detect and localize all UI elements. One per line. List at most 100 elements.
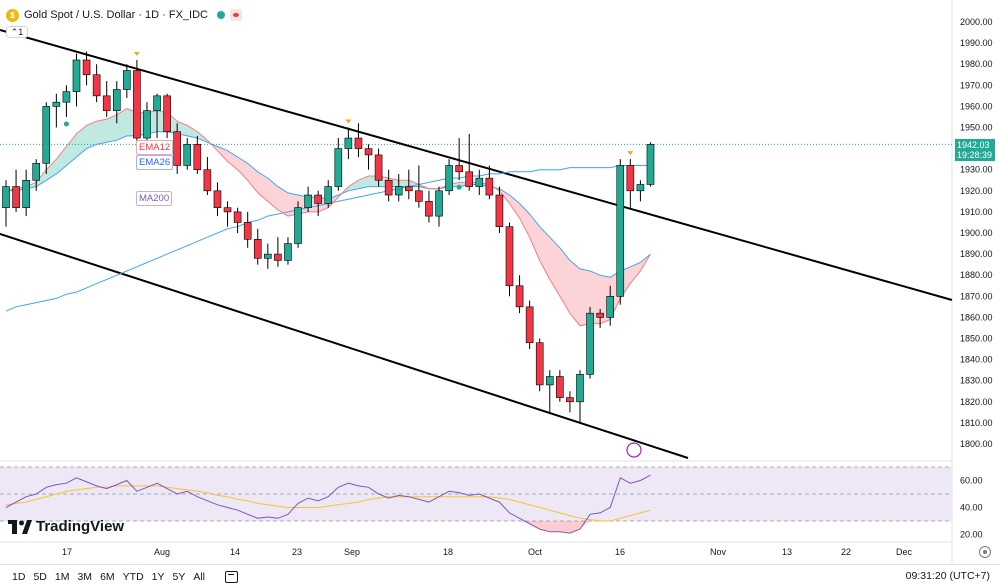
ema-cloud-segment — [257, 171, 268, 202]
price-tick-label: 2000.00 — [960, 17, 993, 27]
ema12-line — [5, 107, 651, 327]
time-tick-label: Nov — [710, 547, 727, 557]
candle-body — [415, 190, 423, 202]
candle-body — [233, 211, 242, 223]
price-tick-label: 1800.00 — [960, 439, 993, 449]
price-pane — [0, 0, 952, 460]
candle-body — [203, 169, 212, 192]
candle-body — [515, 285, 524, 308]
candle-body — [495, 194, 504, 227]
ema-cloud-segment — [36, 169, 47, 187]
candle-body — [626, 165, 635, 192]
range-1d-button[interactable]: 1D — [12, 570, 26, 583]
candle-body — [636, 184, 645, 192]
candle-body — [183, 144, 192, 166]
candle-body — [485, 177, 494, 196]
price-tick-label: 1930.00 — [960, 165, 993, 175]
candle-body — [525, 306, 534, 344]
goto-date-calendar-icon[interactable] — [225, 570, 239, 583]
candle-body — [52, 101, 61, 107]
price-tick-label: 1920.00 — [960, 186, 993, 196]
event-marker-icon — [626, 442, 642, 458]
candle-body — [535, 342, 544, 386]
time-tick-label: 17 — [62, 547, 72, 557]
symbol-legend: $ Gold Spot / U.S. Dollar · 1D · FX_IDC — [6, 6, 242, 24]
candle-body — [102, 95, 111, 111]
rsi-tick-label: 40.00 — [960, 503, 983, 513]
tradingview-logo[interactable]: TradingView — [8, 518, 124, 535]
clock-timezone[interactable]: 09:31:20 (UTC+7) — [905, 570, 990, 582]
candle-body — [324, 186, 333, 204]
price-tick-label: 1890.00 — [960, 249, 993, 259]
candle-body — [404, 186, 413, 192]
signal-marker-icon — [627, 151, 634, 156]
candle-body — [394, 186, 403, 196]
range-all-button[interactable]: All — [193, 570, 206, 583]
price-tick-label: 1970.00 — [960, 80, 993, 90]
candle-body — [72, 59, 81, 92]
range-5y-button[interactable]: 5Y — [172, 570, 186, 583]
candle-body — [576, 374, 584, 403]
range-5d-button[interactable]: 5D — [33, 570, 47, 583]
candle-body — [425, 201, 433, 217]
rsi-line — [5, 474, 651, 534]
price-tick-label: 1950.00 — [960, 123, 993, 133]
candle-body — [465, 171, 474, 187]
range-1y-button[interactable]: 1Y — [151, 570, 165, 583]
candle-body — [455, 165, 463, 173]
channel-upper-trendline — [0, 29, 953, 301]
candle-body — [163, 95, 171, 133]
ema-cloud-segment — [579, 268, 591, 326]
candle-body — [566, 397, 574, 403]
price-tick-label: 1850.00 — [960, 334, 993, 344]
chevron-up-icon: ⌃ — [10, 26, 19, 37]
candle-body — [586, 312, 594, 375]
candle-body — [616, 165, 625, 297]
ema-cloud-segment — [398, 180, 409, 187]
ema-cloud-segment — [509, 195, 520, 219]
candle-body — [22, 179, 30, 208]
candle-body — [596, 312, 604, 318]
ema-cloud-segment — [549, 237, 560, 297]
ema-cloud-segment — [86, 121, 97, 149]
ema-cloud-segment — [529, 214, 540, 261]
visibility-icon[interactable] — [230, 9, 242, 21]
range-1m-button[interactable]: 1M — [54, 570, 70, 583]
signal-marker-icon — [456, 184, 462, 190]
signal-marker-icon — [63, 121, 69, 127]
range-3m-button[interactable]: 3M — [77, 570, 93, 583]
rsi-tick-label: 60.00 — [960, 476, 983, 486]
time-tick-label: Oct — [528, 547, 543, 557]
range-6m-button[interactable]: 6M — [100, 570, 115, 583]
ema26-label[interactable]: EMA26 — [136, 155, 174, 170]
gold-coin-icon: $ — [6, 8, 19, 22]
legend-collapse-button[interactable]: ⌃ 1 — [6, 26, 28, 38]
tradingview-logo-icon — [8, 519, 32, 534]
candle-body — [82, 59, 91, 76]
candle-body — [264, 253, 272, 259]
candle-body — [123, 70, 131, 90]
signal-marker-icon — [133, 51, 140, 56]
candle-body — [92, 74, 101, 97]
candle-body — [143, 110, 151, 139]
ema12-label[interactable]: EMA12 — [136, 140, 174, 155]
ema-cloud-segment — [237, 157, 248, 181]
candle-body — [133, 70, 141, 139]
price-tick-label: 1860.00 — [960, 312, 993, 322]
ema-cloud-segment — [96, 119, 107, 145]
ema-cloud-segment — [559, 247, 570, 314]
candle-body — [344, 137, 353, 149]
range-ytd-button[interactable]: YTD — [122, 570, 144, 583]
channel-lower-trendline — [0, 233, 689, 459]
time-tick-label: 13 — [782, 547, 792, 557]
time-tick-label: Dec — [896, 547, 913, 557]
market-status-icon — [217, 11, 225, 19]
candle-body — [173, 131, 181, 166]
candle-body — [475, 177, 484, 187]
ma200-label[interactable]: MA200 — [136, 191, 173, 206]
candle-body — [505, 226, 514, 287]
candle-body — [435, 190, 443, 217]
price-chart[interactable]: 2000.00 1990.00 1980.00 1970.00 1960.00 1950.… — [0, 0, 1000, 564]
settings-gear-icon[interactable] — [979, 546, 991, 558]
time-tick-label: Sep — [344, 547, 360, 557]
